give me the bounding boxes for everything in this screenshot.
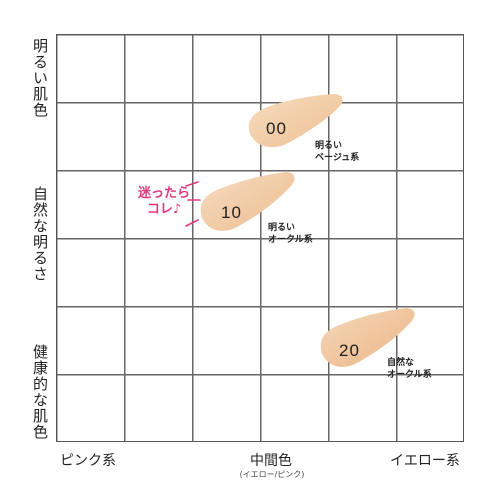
chart-grid <box>56 34 464 442</box>
y-axis-label-middle: 自然な明るさ <box>31 186 49 282</box>
swatch-20-desc-line1: 自然な <box>387 358 415 368</box>
swatch-00 <box>246 92 346 152</box>
x-axis-label-middle: 中間色 <box>250 453 292 469</box>
recommend-callout-line2: コレ♪ <box>146 202 182 217</box>
swatch-00-desc-line2: ベージュ系 <box>315 153 360 163</box>
swatch-20-desc: 自然な オークル系 <box>387 357 432 381</box>
recommend-callout: 迷ったら コレ♪ <box>136 186 192 218</box>
recommend-callout-line1: 迷ったら <box>137 186 190 201</box>
swatch-10 <box>198 170 298 236</box>
swatch-00-smear <box>248 94 343 148</box>
swatch-00-desc-line1: 明るい <box>315 141 343 151</box>
swatch-10-smear <box>200 172 295 231</box>
y-axis-label-bottom: 健康的な肌色 <box>31 344 49 440</box>
x-axis-label-left: ピンク系 <box>60 453 116 469</box>
swatch-20 <box>318 306 418 372</box>
swatch-00-code: 00 <box>266 119 287 138</box>
swatch-20-smear <box>320 308 415 367</box>
swatch-10-desc: 明るい オークル系 <box>268 222 313 246</box>
swatch-20-code: 20 <box>339 341 360 360</box>
x-axis-sublabel-middle: (イエロー/ピンク) <box>239 470 305 479</box>
swatch-00-desc: 明るい ベージュ系 <box>315 140 359 164</box>
y-axis-label-top: 明るい肌色 <box>31 38 49 118</box>
x-axis-label-right: イエロー系 <box>390 453 460 469</box>
swatch-10-code: 10 <box>221 203 242 222</box>
swatch-20-desc-line2: オークル系 <box>387 370 432 380</box>
callout-accent-marks <box>185 181 201 227</box>
swatch-10-desc-line2: オークル系 <box>268 235 313 245</box>
swatch-10-desc-line1: 明るい <box>268 223 296 233</box>
